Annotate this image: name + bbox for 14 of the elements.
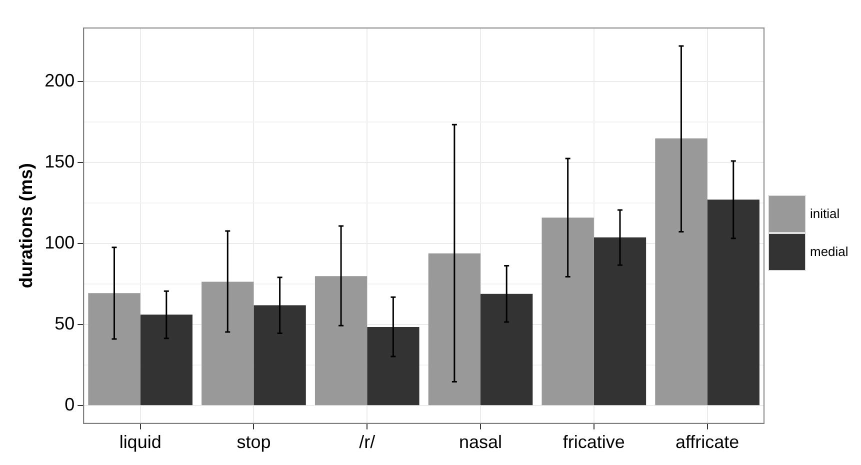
y-tick-label: 200	[44, 70, 75, 90]
x-tick-label: stop	[236, 432, 271, 452]
x-tick-label: /r/	[359, 432, 376, 452]
y-tick-label: 100	[44, 232, 75, 252]
x-tick-label: nasal	[459, 432, 502, 452]
y-axis-title: durations (ms)	[16, 163, 36, 288]
y-tick-label: 150	[44, 151, 75, 172]
x-tick-label: affricate	[675, 432, 740, 452]
x-tick-label: liquid	[119, 432, 162, 452]
text: initial	[810, 206, 840, 221]
y-tick-label: 50	[54, 314, 75, 334]
x-tick-label: fricative	[562, 432, 625, 452]
y-tick-label: 0	[64, 394, 75, 415]
text: medial	[810, 244, 848, 259]
